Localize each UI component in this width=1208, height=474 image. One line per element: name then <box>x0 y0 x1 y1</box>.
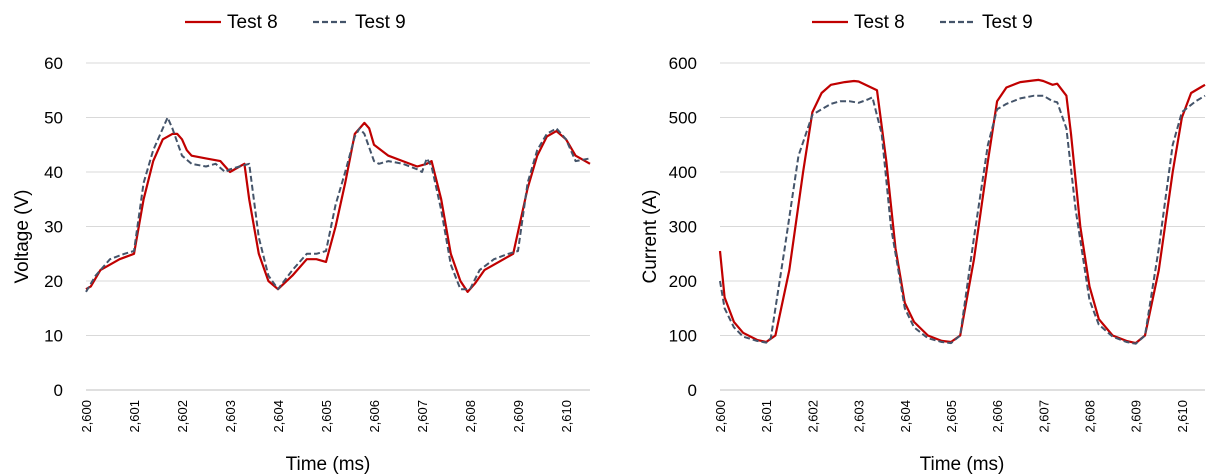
x-tick-label: 2,610 <box>559 400 574 433</box>
x-tick-label: 2,603 <box>223 400 238 433</box>
y-tick-label: 50 <box>44 109 63 128</box>
legend-label: Test 9 <box>355 12 406 33</box>
x-axis-title: Time (ms) <box>920 454 1005 474</box>
y-tick-label: 40 <box>44 163 63 182</box>
y-tick-label: 500 <box>669 109 697 128</box>
x-tick-label: 2,604 <box>271 400 286 433</box>
legend-label: Test 8 <box>227 12 278 33</box>
x-tick-label: 2,609 <box>511 400 526 433</box>
x-tick-label: 2,607 <box>415 400 430 433</box>
legend-label: Test 9 <box>982 12 1033 33</box>
current-chart: 0 100 200 300 400 500 600 2,600 2,601 2,602 2,603 2… <box>640 12 1206 474</box>
series-line-test-9 <box>85 116 591 293</box>
voltage-chart: 0 10 20 30 40 50 60 2,600 2,601 2,602 2,603 2,604 2,… <box>12 12 591 474</box>
x-tick-label: 2,605 <box>944 400 959 433</box>
x-tick-label: 2,602 <box>175 400 190 433</box>
y-tick-label: 60 <box>44 54 63 73</box>
y-tick-label: 200 <box>669 272 697 291</box>
x-tick-label: 2,601 <box>127 400 142 433</box>
legend-label: Test 8 <box>854 12 905 33</box>
y-axis-title: Voltage (V) <box>12 190 33 284</box>
x-tick-label: 2,602 <box>805 400 820 433</box>
x-tick-label: 2,609 <box>1129 400 1144 433</box>
series-line-test-8 <box>85 121 591 293</box>
x-tick-label: 2,608 <box>463 400 478 433</box>
x-tick-label: 2,600 <box>713 400 728 433</box>
y-tick-label: 30 <box>44 218 63 237</box>
y-tick-label: 300 <box>669 218 697 237</box>
x-tick-label: 2,610 <box>1175 400 1190 433</box>
x-tick-label: 2,605 <box>319 400 334 433</box>
y-tick-label: 20 <box>44 272 63 291</box>
y-tick-label: 10 <box>44 327 63 346</box>
x-tick-label: 2,600 <box>79 400 94 433</box>
x-tick-label: 2,607 <box>1036 400 1051 433</box>
x-tick-label: 2,604 <box>898 400 913 433</box>
y-tick-label: 100 <box>669 327 697 346</box>
x-tick-label: 2,606 <box>990 400 1005 433</box>
x-tick-label: 2,603 <box>852 400 867 433</box>
y-axis-title: Current (A) <box>640 190 661 284</box>
y-tick-label: 0 <box>688 381 697 400</box>
x-tick-label: 2,601 <box>759 400 774 433</box>
y-tick-label: 600 <box>669 54 697 73</box>
x-tick-label: 2,608 <box>1083 400 1098 433</box>
series-line-test-8 <box>718 78 1206 345</box>
x-tick-label: 2,606 <box>367 400 382 433</box>
y-tick-label: 0 <box>54 381 63 400</box>
y-tick-label: 400 <box>669 163 697 182</box>
x-axis-title: Time (ms) <box>286 454 371 474</box>
series-line-test-9 <box>719 94 1206 345</box>
